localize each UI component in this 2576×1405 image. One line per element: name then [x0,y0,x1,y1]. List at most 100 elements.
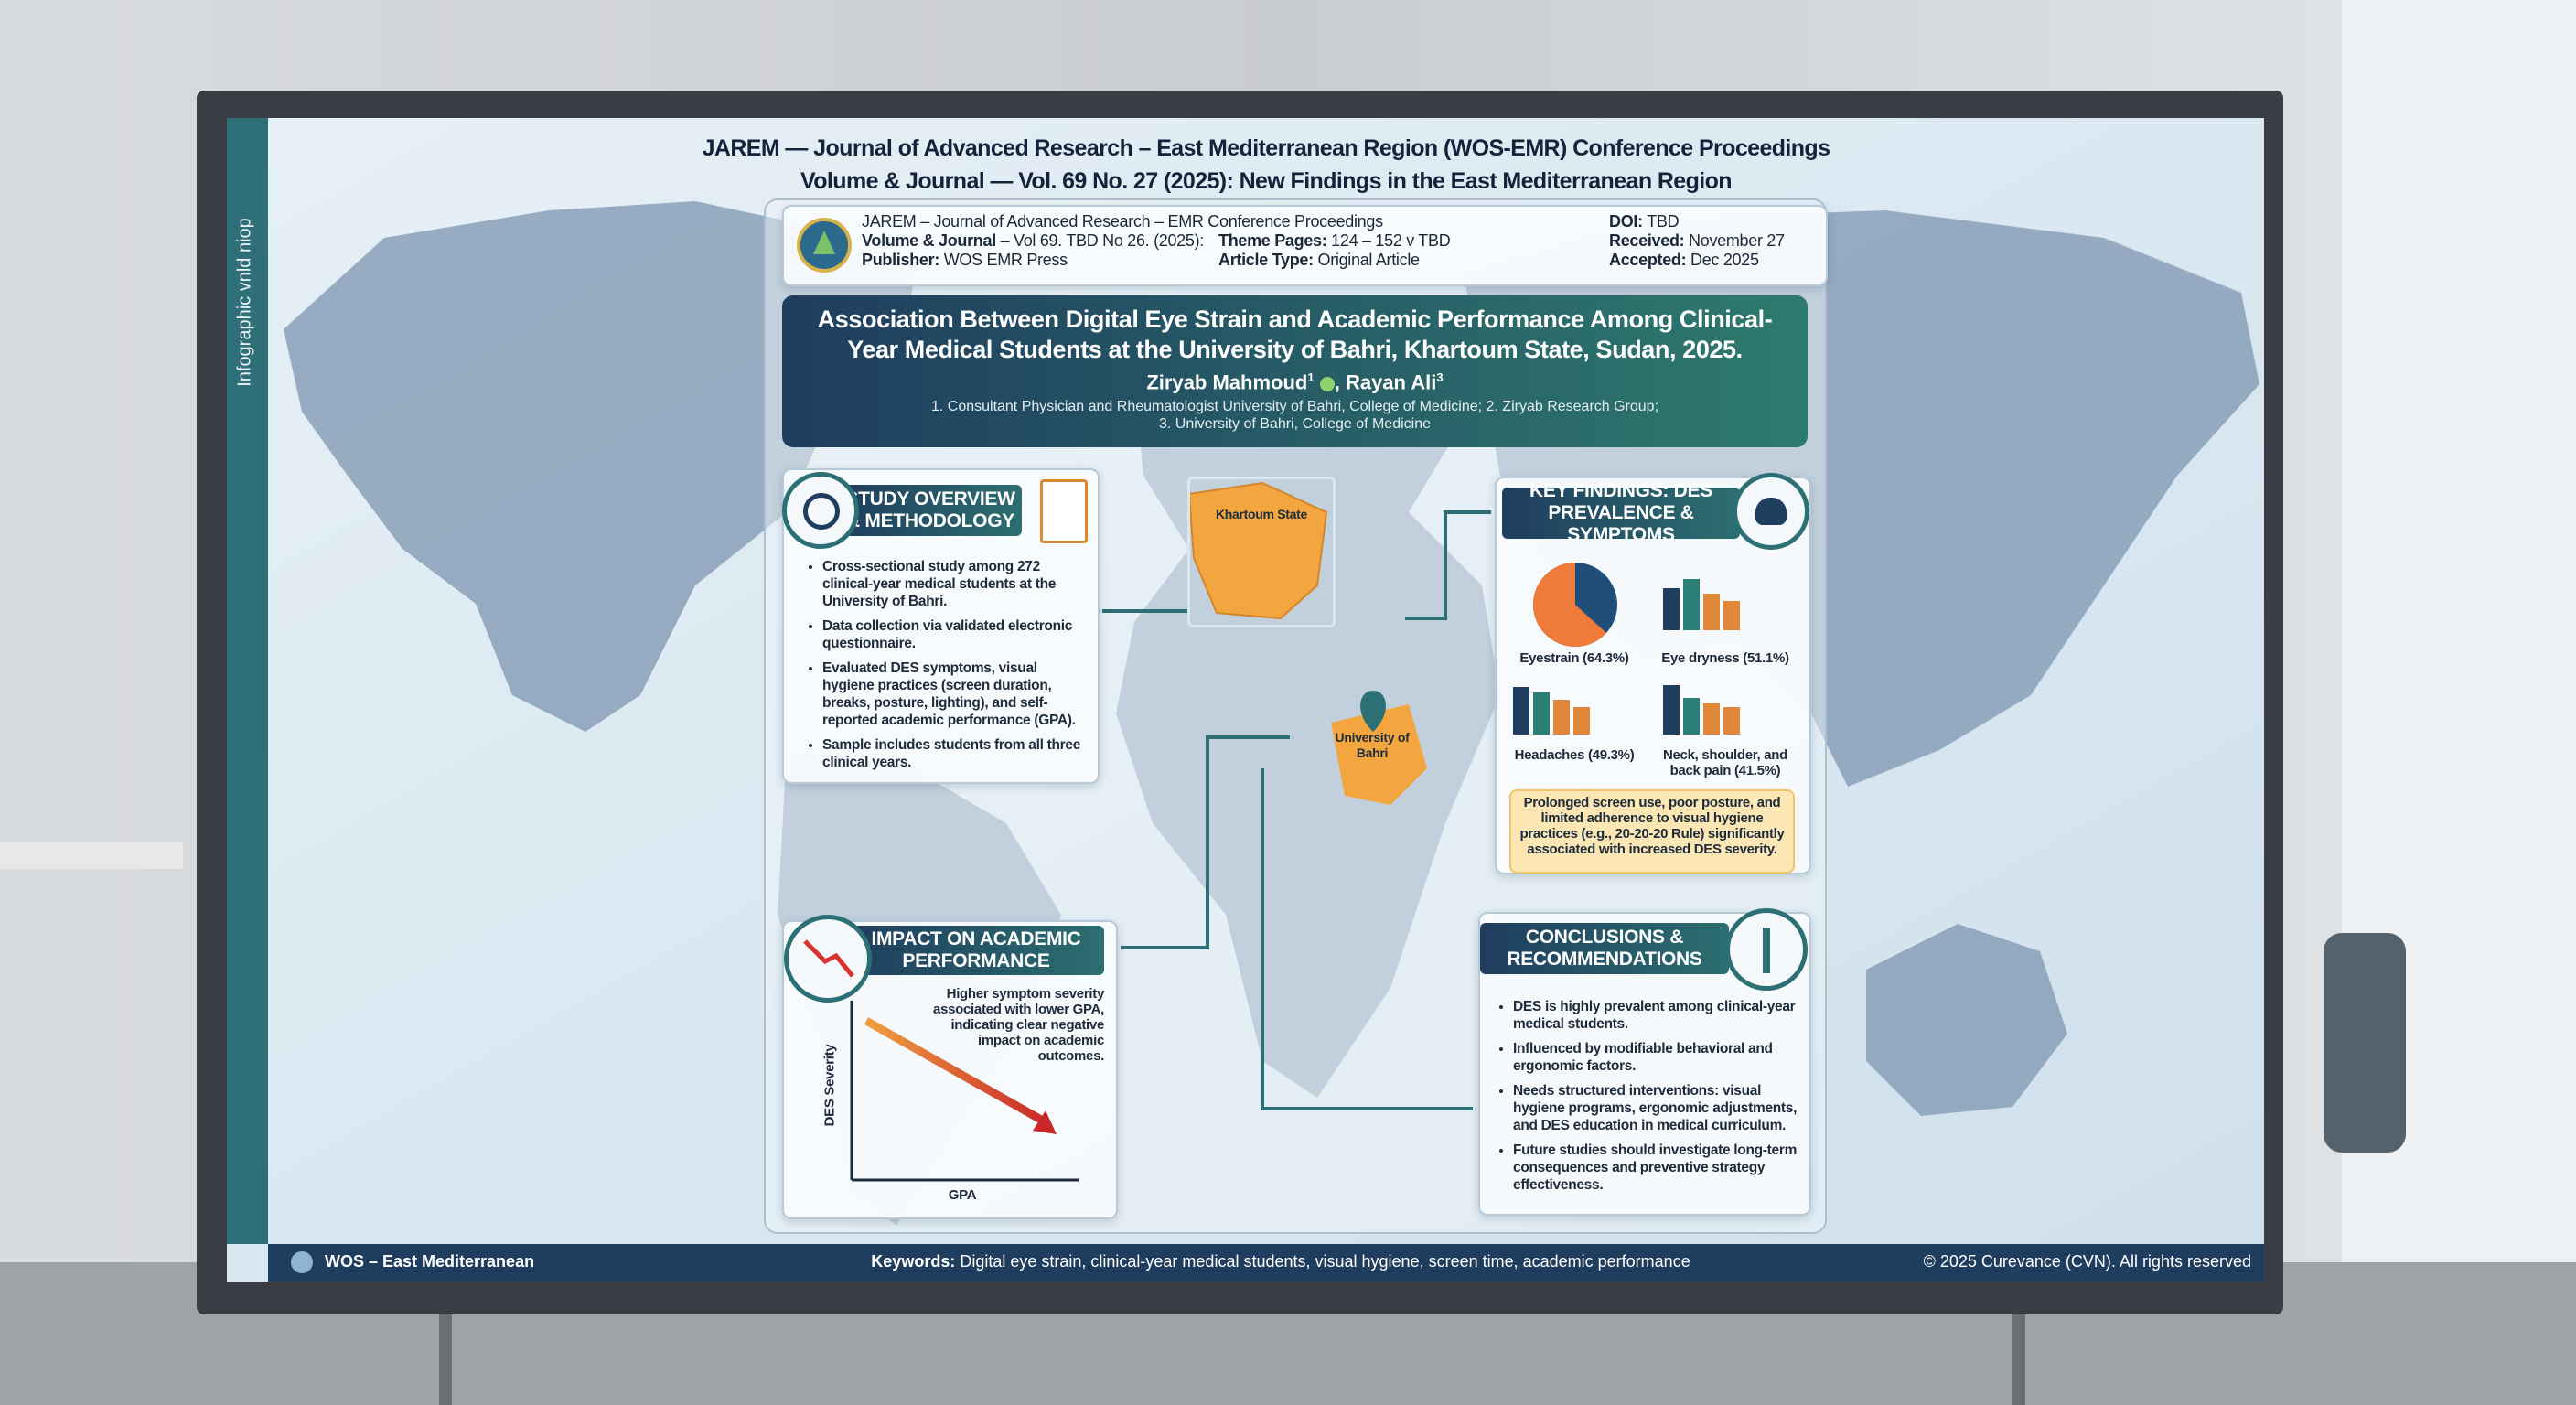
bullet: Influenced by modifiable behavioral and … [1513,1040,1806,1075]
trend-icon [803,939,854,978]
globe-icon [291,1251,313,1273]
type-row: Article Type: Original Article [1218,251,1450,270]
publisher-label: Publisher: [862,251,940,269]
affiliations: 1. Consultant Physician and Rheumatologi… [782,398,1808,433]
bullet: DES is highly prevalent among clinical-y… [1513,998,1806,1033]
finding-label: Neck, shoulder, and back pain (41.5%) [1662,747,1787,778]
lens [803,493,840,530]
received-value: November 27 [1689,231,1785,250]
logo-mark [813,231,835,254]
volume-label: Volume & Journal [862,231,996,250]
footer-left: WOS – East Mediterranean [325,1252,535,1271]
bullet: Data collection via validated electronic… [822,617,1083,652]
stand-leg [439,1299,452,1405]
continent [1866,924,2067,1116]
khartoum-box: Khartoum State [1187,477,1336,627]
staff [1763,928,1770,973]
overview-title: STUDY OVERVIEW & METHODOLOGY [839,485,1022,536]
journal: JAREM – Journal of Advanced Research – E… [862,212,1383,231]
orcid-icon [1319,376,1335,391]
finding-label: Eyestrain (64.3%) [1519,650,1629,666]
publisher-value: WOS EMR Press [943,251,1068,269]
connector [1405,510,1491,620]
article-title: Association Between Digital Eye Strain a… [817,306,1773,363]
sidebar-label-wrap: Infographic vnld niop [227,118,268,502]
desk [0,842,183,869]
publisher-row: Publisher: WOS EMR Press [862,251,1383,270]
header-title: JAREM — Journal of Advanced Research – E… [702,135,1830,161]
university-label: University of Bahri [1335,730,1410,760]
sidebar [227,118,268,1244]
finding-label: Headaches (49.3%) [1514,747,1635,763]
findings-icons [1513,563,1740,735]
stand-leg [2012,1299,2025,1405]
info-col-2: Theme Pages: 124 – 152 v TBD Article Typ… [1218,231,1451,270]
author-sup: 1 [1307,370,1315,384]
conclusions-box: CONCLUSIONS & RECOMMENDATIONS DES is hig… [1478,908,1811,1216]
bullet: Cross-sectional study among 272 clinical… [822,558,1083,610]
info-col-1: JAREM – Journal of Advanced Research – E… [862,212,1383,270]
bullet: Evaluated DES symptoms, visual hygiene p… [822,660,1083,729]
conclusions-bullets: DES is highly prevalent among clinical-y… [1495,998,1806,1201]
arrow-head [1033,1110,1057,1134]
chair [2324,933,2406,1153]
bullet: Needs structured interventions: visual h… [1513,1082,1806,1134]
trend-arrow [864,1017,1050,1127]
keywords: Digital eye strain, clinical-year medica… [960,1252,1690,1271]
type-label: Article Type: [1218,251,1314,269]
x-axis-label: GPA [948,1187,977,1203]
info-col-3: DOI: TBD Received: November 27 Accepted:… [1609,212,1785,270]
bar-icon [1663,685,1740,735]
affiliation: 1. Consultant Physician and Rheumatologi… [930,399,1659,415]
clipboard-icon [1040,479,1088,543]
authors: Ziryab Mahmoud1 , Rayan Ali3 [1146,370,1444,394]
findings-box: KEY FINDINGS: DES PREVALENCE & SYMPTOMS … [1495,473,1811,874]
footer-bar [268,1244,2264,1282]
doi-row: DOI: TBD [1609,212,1785,231]
finding-label: Eye dryness (51.1%) [1661,650,1789,666]
logo [797,218,852,273]
author: Rayan Ali [1345,370,1437,394]
head-icon [1733,473,1809,550]
header: JAREM — Journal of Advanced Research – E… [268,132,2264,198]
axes [850,1001,1079,1182]
received-row: Received: November 27 [1609,231,1785,251]
head [1755,498,1787,525]
accepted-label: Accepted: [1609,251,1687,269]
info-box: JAREM – Journal of Advanced Research – E… [782,205,1828,286]
bar-icon [1663,579,1740,630]
chart-icon [784,915,872,1003]
map-pin [1360,691,1386,732]
pages-label: Theme Pages: [1218,231,1327,250]
conclusions-title: CONCLUSIONS & RECOMMENDATIONS [1480,923,1729,974]
author-sup: 3 [1436,370,1444,384]
impact-chart [850,1001,1079,1182]
bahri-shape [1331,704,1427,805]
overview-box: STUDY OVERVIEW & METHODOLOGY Cross-secti… [782,468,1100,784]
y-axis-label: DES Severity [821,1044,838,1127]
connectors [1102,510,1491,1110]
impact-box: IMPACT ON ACADEMIC PERFORMANCE Higher sy… [782,915,1118,1219]
affiliation: 3. University of Bahri, College of Medic… [1158,416,1432,433]
author: Ziryab Mahmoud [1146,370,1308,394]
findings-title: KEY FINDINGS: DES PREVALENCE & SYMPTOMS [1502,480,1740,545]
footer-right: © 2025 Curevance (CVN). All rights reser… [1923,1252,2251,1271]
volume-value: – Vol 69. TBD No 26. (2025): [1000,231,1205,250]
caduceus-icon [1725,908,1808,991]
impact-text: Higher symptom severity associated with … [933,986,1104,1064]
pages-row: Theme Pages: 124 – 152 v TBD [1218,231,1451,251]
volume-row: Volume & Journal – Vol 69. TBD No 26. (2… [862,231,1383,251]
accepted-value: Dec 2025 [1690,251,1759,269]
accepted-row: Accepted: Dec 2025 [1609,251,1785,270]
impact-title: IMPACT ON ACADEMIC PERFORMANCE [848,926,1104,975]
connector [1261,768,1473,1110]
footer-keywords: Keywords: Digital eye strain, clinical-y… [640,1252,1921,1271]
doi-value: TBD [1647,212,1680,231]
overview-bullets: Cross-sectional study among 272 clinical… [804,558,1083,778]
article-banner: Association Between Digital Eye Strain a… [782,295,1808,447]
type-value: Original Article [1317,251,1421,269]
state-label: Khartoum State [1215,507,1308,521]
khartoum-shape [1187,481,1328,620]
continent [284,201,915,732]
